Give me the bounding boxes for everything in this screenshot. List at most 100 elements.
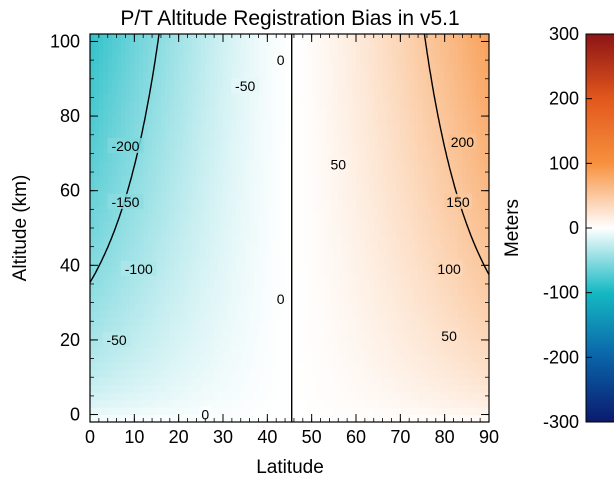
heatmap-cell — [409, 302, 415, 311]
heatmap-cell — [338, 71, 344, 80]
heatmap-cell — [302, 377, 308, 386]
heatmap-cell — [387, 369, 393, 378]
heatmap-cell — [129, 183, 135, 192]
heatmap-cell — [378, 265, 384, 274]
heatmap-cell — [205, 93, 211, 102]
heatmap-cell — [320, 339, 326, 348]
heatmap-cell — [422, 116, 428, 125]
heatmap-cell — [254, 205, 260, 214]
heatmap-cell — [457, 235, 463, 244]
heatmap-cell — [404, 34, 410, 43]
heatmap-cell — [245, 190, 251, 199]
heatmap-cell — [311, 287, 317, 296]
heatmap-cell — [223, 183, 229, 192]
heatmap-cell — [293, 183, 299, 192]
heatmap-cell — [112, 257, 118, 266]
heatmap-cell — [418, 160, 424, 169]
heatmap-cell — [231, 235, 237, 244]
heatmap-cell — [112, 347, 118, 356]
heatmap-cell — [227, 228, 233, 237]
heatmap-cell — [138, 317, 144, 326]
heatmap-cell — [409, 310, 415, 319]
heatmap-cell — [267, 362, 273, 371]
heatmap-cell — [223, 272, 229, 281]
heatmap-cell — [218, 138, 224, 147]
heatmap-cell — [444, 228, 450, 237]
heatmap-cell — [125, 399, 131, 408]
heatmap-cell — [152, 160, 158, 169]
heatmap-cell — [404, 48, 410, 57]
heatmap-cell — [413, 198, 419, 207]
heatmap-cell — [258, 56, 264, 65]
heatmap-cell — [240, 190, 246, 199]
heatmap-cell — [262, 86, 268, 95]
heatmap-cell — [196, 190, 202, 199]
heatmap-cell — [258, 325, 264, 334]
heatmap-cell — [209, 205, 215, 214]
heatmap-cell — [316, 257, 322, 266]
heatmap-cell — [267, 310, 273, 319]
heatmap-cell — [236, 213, 242, 222]
heatmap-cell — [152, 123, 158, 132]
heatmap-cell — [165, 183, 171, 192]
heatmap-cell — [121, 123, 127, 132]
heatmap-cell — [196, 101, 202, 110]
heatmap-cell — [187, 317, 193, 326]
heatmap-cell — [227, 86, 233, 95]
heatmap-cell — [240, 310, 246, 319]
heatmap-cell — [457, 116, 463, 125]
heatmap-cell — [373, 131, 379, 140]
heatmap-cell — [342, 272, 348, 281]
heatmap-cell — [298, 116, 304, 125]
heatmap-cell — [178, 317, 184, 326]
heatmap-cell — [387, 362, 393, 371]
heatmap-cell — [400, 93, 406, 102]
heatmap-cell — [395, 325, 401, 334]
heatmap-cell — [426, 213, 432, 222]
heatmap-cell — [200, 93, 206, 102]
heatmap-cell — [440, 153, 446, 162]
heatmap-cell — [147, 332, 153, 341]
heatmap-cell — [435, 407, 441, 416]
heatmap-cell — [395, 175, 401, 184]
heatmap-cell — [152, 384, 158, 393]
heatmap-cell — [134, 414, 140, 422]
heatmap-cell — [418, 317, 424, 326]
heatmap-cell — [378, 414, 384, 422]
heatmap-cell — [435, 339, 441, 348]
heatmap-cell — [205, 354, 211, 363]
heatmap-cell — [378, 198, 384, 207]
heatmap-cell — [196, 407, 202, 416]
heatmap-cell — [347, 93, 353, 102]
heatmap-cell — [404, 295, 410, 304]
heatmap-cell — [338, 56, 344, 65]
heatmap-cell — [373, 325, 379, 334]
heatmap-cell — [147, 369, 153, 378]
heatmap-cell — [369, 377, 375, 386]
heatmap-cell — [134, 48, 140, 57]
heatmap-cell — [387, 48, 393, 57]
heatmap-cell — [231, 317, 237, 326]
heatmap-cell — [333, 377, 339, 386]
heatmap-cell — [404, 369, 410, 378]
heatmap-cell — [249, 414, 255, 422]
heatmap-cell — [409, 116, 415, 125]
heatmap-cell — [356, 123, 362, 132]
heatmap-cell — [267, 354, 273, 363]
heatmap-cell — [129, 280, 135, 289]
heatmap-cell — [138, 399, 144, 408]
heatmap-cell — [316, 101, 322, 110]
heatmap-cell — [422, 339, 428, 348]
heatmap-cell — [418, 377, 424, 386]
heatmap-cell — [285, 71, 291, 80]
heatmap-cell — [267, 242, 273, 251]
heatmap-cell — [440, 280, 446, 289]
heatmap-cell — [444, 339, 450, 348]
heatmap-cell — [453, 56, 459, 65]
heatmap-cell — [187, 228, 193, 237]
heatmap-cell — [236, 123, 242, 132]
heatmap-cell — [112, 317, 118, 326]
heatmap-cell — [400, 407, 406, 416]
heatmap-cell — [258, 190, 264, 199]
heatmap-cell — [156, 86, 162, 95]
